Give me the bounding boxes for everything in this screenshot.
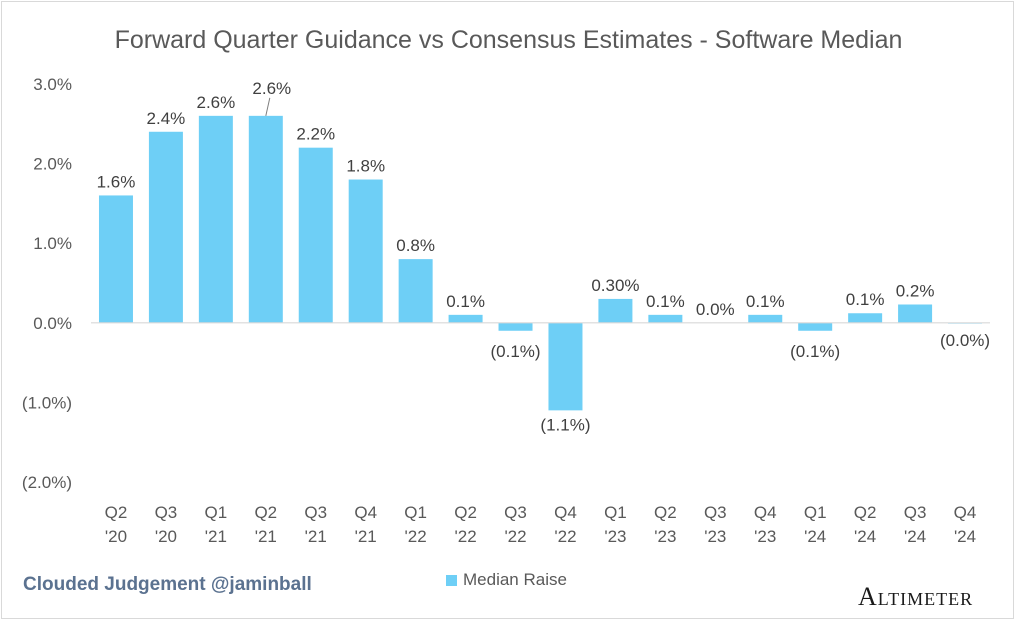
bar xyxy=(98,195,133,323)
chart-title: Forward Quarter Guidance vs Consensus Es… xyxy=(114,26,903,54)
x-tick-label: Q4 xyxy=(954,503,977,522)
x-tick-label: Q1 xyxy=(804,503,827,522)
x-tick-label: '21 xyxy=(205,527,227,546)
x-tick-label: '20 xyxy=(155,527,177,546)
data-label: (0.0%) xyxy=(940,331,990,350)
altimeter-logo: Altimeter xyxy=(858,582,974,611)
y-tick-label: 3.0% xyxy=(33,75,72,94)
x-tick-label: Q2 xyxy=(854,503,877,522)
x-tick-label: '23 xyxy=(754,527,776,546)
x-tick-label: '21 xyxy=(255,527,277,546)
data-label: 1.6% xyxy=(97,172,136,191)
bar xyxy=(198,115,233,323)
x-tick-label: Q4 xyxy=(754,503,777,522)
legend-label: Median Raise xyxy=(463,570,567,589)
x-tick-label: Q2 xyxy=(454,503,477,522)
data-label: 0.0% xyxy=(696,300,735,319)
attribution-text: Clouded Judgement @jaminball xyxy=(23,574,312,595)
legend-swatch xyxy=(446,574,457,586)
y-tick-label: (2.0%) xyxy=(22,473,72,492)
x-tick-label: '22 xyxy=(554,527,576,546)
label-leader-line xyxy=(265,97,271,116)
x-tick-label: Q4 xyxy=(554,503,577,522)
bar xyxy=(748,314,783,323)
data-label: 0.8% xyxy=(396,236,435,255)
bar xyxy=(798,322,833,331)
x-tick-label: '24 xyxy=(904,527,926,546)
bar xyxy=(448,314,483,323)
x-tick-label: '21 xyxy=(355,527,377,546)
data-label: 2.4% xyxy=(147,109,186,128)
data-label: 2.2% xyxy=(296,125,335,144)
x-tick-label: Q3 xyxy=(304,503,327,522)
x-tick-label: Q3 xyxy=(704,503,727,522)
bar xyxy=(598,298,633,323)
bar xyxy=(248,115,283,323)
x-tick-label: '22 xyxy=(504,527,526,546)
x-tick-label: '24 xyxy=(804,527,826,546)
x-tick-label: Q3 xyxy=(504,503,527,522)
legend: Median Raise xyxy=(446,570,567,590)
x-tick-label: Q2 xyxy=(654,503,677,522)
x-tick-label: Q2 xyxy=(105,503,128,522)
data-label: 0.1% xyxy=(646,292,685,311)
data-label: 0.1% xyxy=(446,292,485,311)
x-tick-label: Q2 xyxy=(254,503,277,522)
data-label: (1.1%) xyxy=(540,415,590,434)
x-tick-label: Q3 xyxy=(904,503,927,522)
x-tick-label: '23 xyxy=(704,527,726,546)
data-label: 0.2% xyxy=(896,281,935,300)
data-label: 2.6% xyxy=(196,93,235,112)
x-tick-label: Q3 xyxy=(155,503,178,522)
x-tick-label: Q1 xyxy=(404,503,427,522)
data-label: (0.1%) xyxy=(490,342,540,361)
x-tick-label: Q1 xyxy=(604,503,627,522)
y-tick-label: 1.0% xyxy=(33,234,72,253)
data-label: 0.1% xyxy=(746,292,785,311)
x-tick-label: '22 xyxy=(455,527,477,546)
x-tick-label: '23 xyxy=(604,527,626,546)
bar xyxy=(648,314,683,323)
x-tick-label: '21 xyxy=(305,527,327,546)
x-tick-label: '23 xyxy=(654,527,676,546)
y-tick-label: (1.0%) xyxy=(22,393,72,412)
bar xyxy=(898,304,933,323)
data-label: (0.1%) xyxy=(790,342,840,361)
bar xyxy=(398,259,433,323)
y-tick-label: 2.0% xyxy=(33,155,72,174)
x-tick-label: '24 xyxy=(954,527,976,546)
x-tick-label: '22 xyxy=(405,527,427,546)
bar xyxy=(348,179,383,323)
bar xyxy=(148,131,183,323)
bar xyxy=(498,322,533,331)
data-label: 2.6% xyxy=(252,79,291,98)
y-tick-label: 0.0% xyxy=(33,314,72,333)
x-tick-label: '24 xyxy=(854,527,876,546)
bar xyxy=(548,322,583,411)
bar xyxy=(298,147,333,323)
data-label: 1.8% xyxy=(346,157,385,176)
bar xyxy=(848,313,883,323)
x-tick-label: Q4 xyxy=(354,503,377,522)
data-label: 0.30% xyxy=(591,276,639,295)
data-label: 0.1% xyxy=(846,290,885,309)
x-tick-label: '20 xyxy=(105,527,127,546)
x-tick-label: Q1 xyxy=(205,503,228,522)
